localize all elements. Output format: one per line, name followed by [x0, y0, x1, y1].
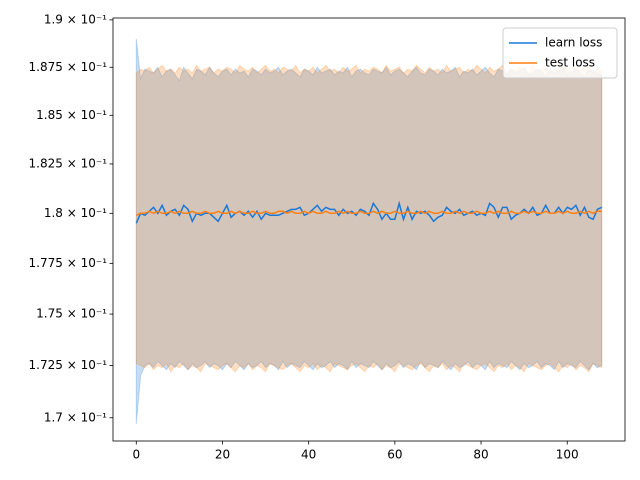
x-tick-label: 100 [556, 448, 579, 462]
x-tick-label: 40 [301, 448, 316, 462]
y-tick-label: 1.75 × 10⁻¹ [36, 307, 107, 321]
x-tick-label: 80 [473, 448, 488, 462]
y-tick-label: 1.725 × 10⁻¹ [29, 358, 108, 372]
legend: learn loss test loss [502, 27, 618, 79]
legend-label: learn loss [545, 36, 602, 50]
y-tick-label: 1.825 × 10⁻¹ [29, 156, 108, 170]
error-band [135, 38, 603, 425]
y-tick-label: 1.7 × 10⁻¹ [44, 410, 107, 424]
plot-area [135, 38, 603, 425]
axes-frame [112, 17, 626, 442]
y-tick-label: 1.775 × 10⁻¹ [29, 256, 108, 270]
x-tick-label: 60 [387, 448, 402, 462]
legend-box [502, 27, 618, 79]
x-tick-label: 20 [215, 448, 230, 462]
y-tick-label: 1.9 × 10⁻¹ [44, 12, 107, 26]
line [135, 200, 603, 224]
y-tick-label: 1.875 × 10⁻¹ [29, 60, 108, 74]
legend-label: test loss [545, 56, 595, 70]
y-tick-label: 1.8 × 10⁻¹ [44, 206, 107, 220]
y-tick-label: 1.85 × 10⁻¹ [36, 108, 107, 122]
line [135, 210, 602, 216]
x-tick-label: 0 [132, 448, 140, 462]
error-band [135, 64, 603, 373]
